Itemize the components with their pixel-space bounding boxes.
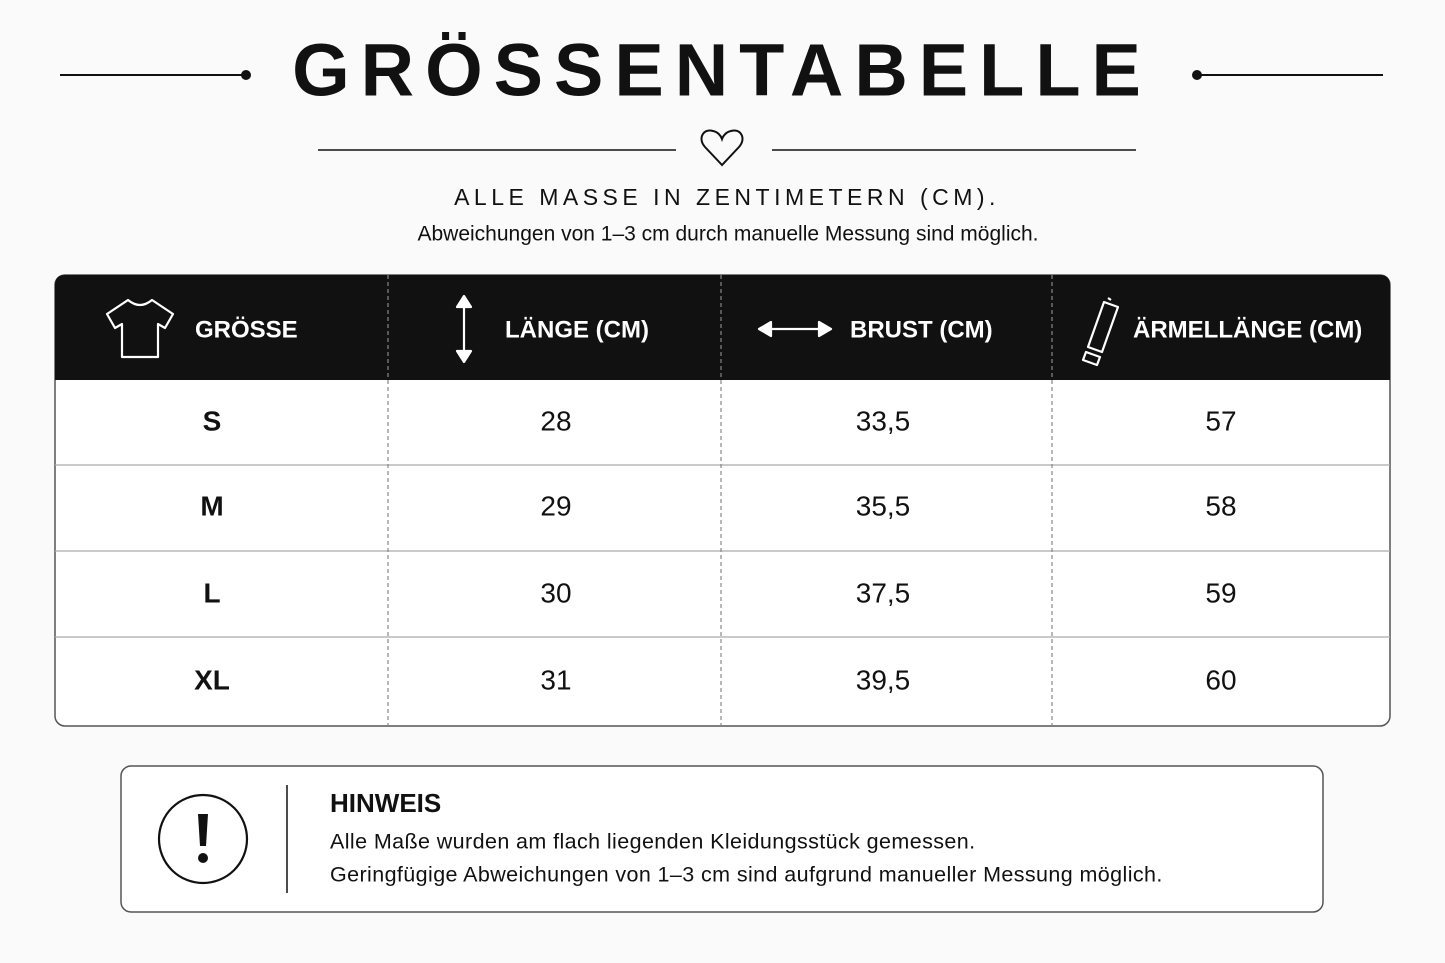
table-header [55, 275, 1390, 380]
column-header: GRÖSSE [195, 316, 298, 343]
hint-title: HINWEIS [330, 788, 441, 818]
subtitle: ALLE MASSE IN ZENTIMETERN (CM). [454, 184, 1000, 210]
hint-box [120, 765, 1324, 913]
size-label: M [200, 490, 223, 521]
title-decor [60, 74, 1383, 151]
size-label: S [203, 405, 222, 436]
cell-value: 58 [1205, 490, 1236, 521]
cell-value: 57 [1205, 405, 1236, 436]
cell-value: 37,5 [856, 577, 911, 608]
dot [241, 70, 251, 80]
warning-icon [198, 814, 208, 846]
cell-value: 33,5 [856, 405, 911, 436]
note: Abweichungen von 1–3 cm durch manuelle M… [417, 223, 1038, 246]
warning-icon [198, 853, 208, 863]
heart-icon [700, 129, 744, 167]
cell-value: 29 [540, 490, 571, 521]
cell-value: 59 [1205, 577, 1236, 608]
dot [1192, 70, 1202, 80]
cell-value: 30 [540, 577, 571, 608]
row-lines [55, 464, 1390, 638]
title: GRÖSSENTABELLE [292, 29, 1152, 112]
size-label: XL [194, 664, 230, 695]
column-header: ÄRMELLÄNGE (CM) [1133, 316, 1362, 343]
column-header: BRUST (CM) [850, 316, 993, 343]
cell-value: 39,5 [856, 664, 911, 695]
size-label: L [203, 577, 220, 608]
header-icons [105, 294, 1120, 367]
warning-icon [157, 793, 249, 885]
cell-value: 60 [1205, 664, 1236, 695]
hint-line: Geringfügige Abweichungen von 1–3 cm sin… [330, 863, 1163, 887]
cell-value: 28 [540, 405, 571, 436]
column-lines [387, 275, 1053, 726]
cell-value: 31 [540, 664, 571, 695]
column-header: LÄNGE (CM) [505, 316, 649, 343]
hint-line: Alle Maße wurden am flach liegenden Klei… [330, 830, 975, 854]
cell-value: 35,5 [856, 490, 911, 521]
